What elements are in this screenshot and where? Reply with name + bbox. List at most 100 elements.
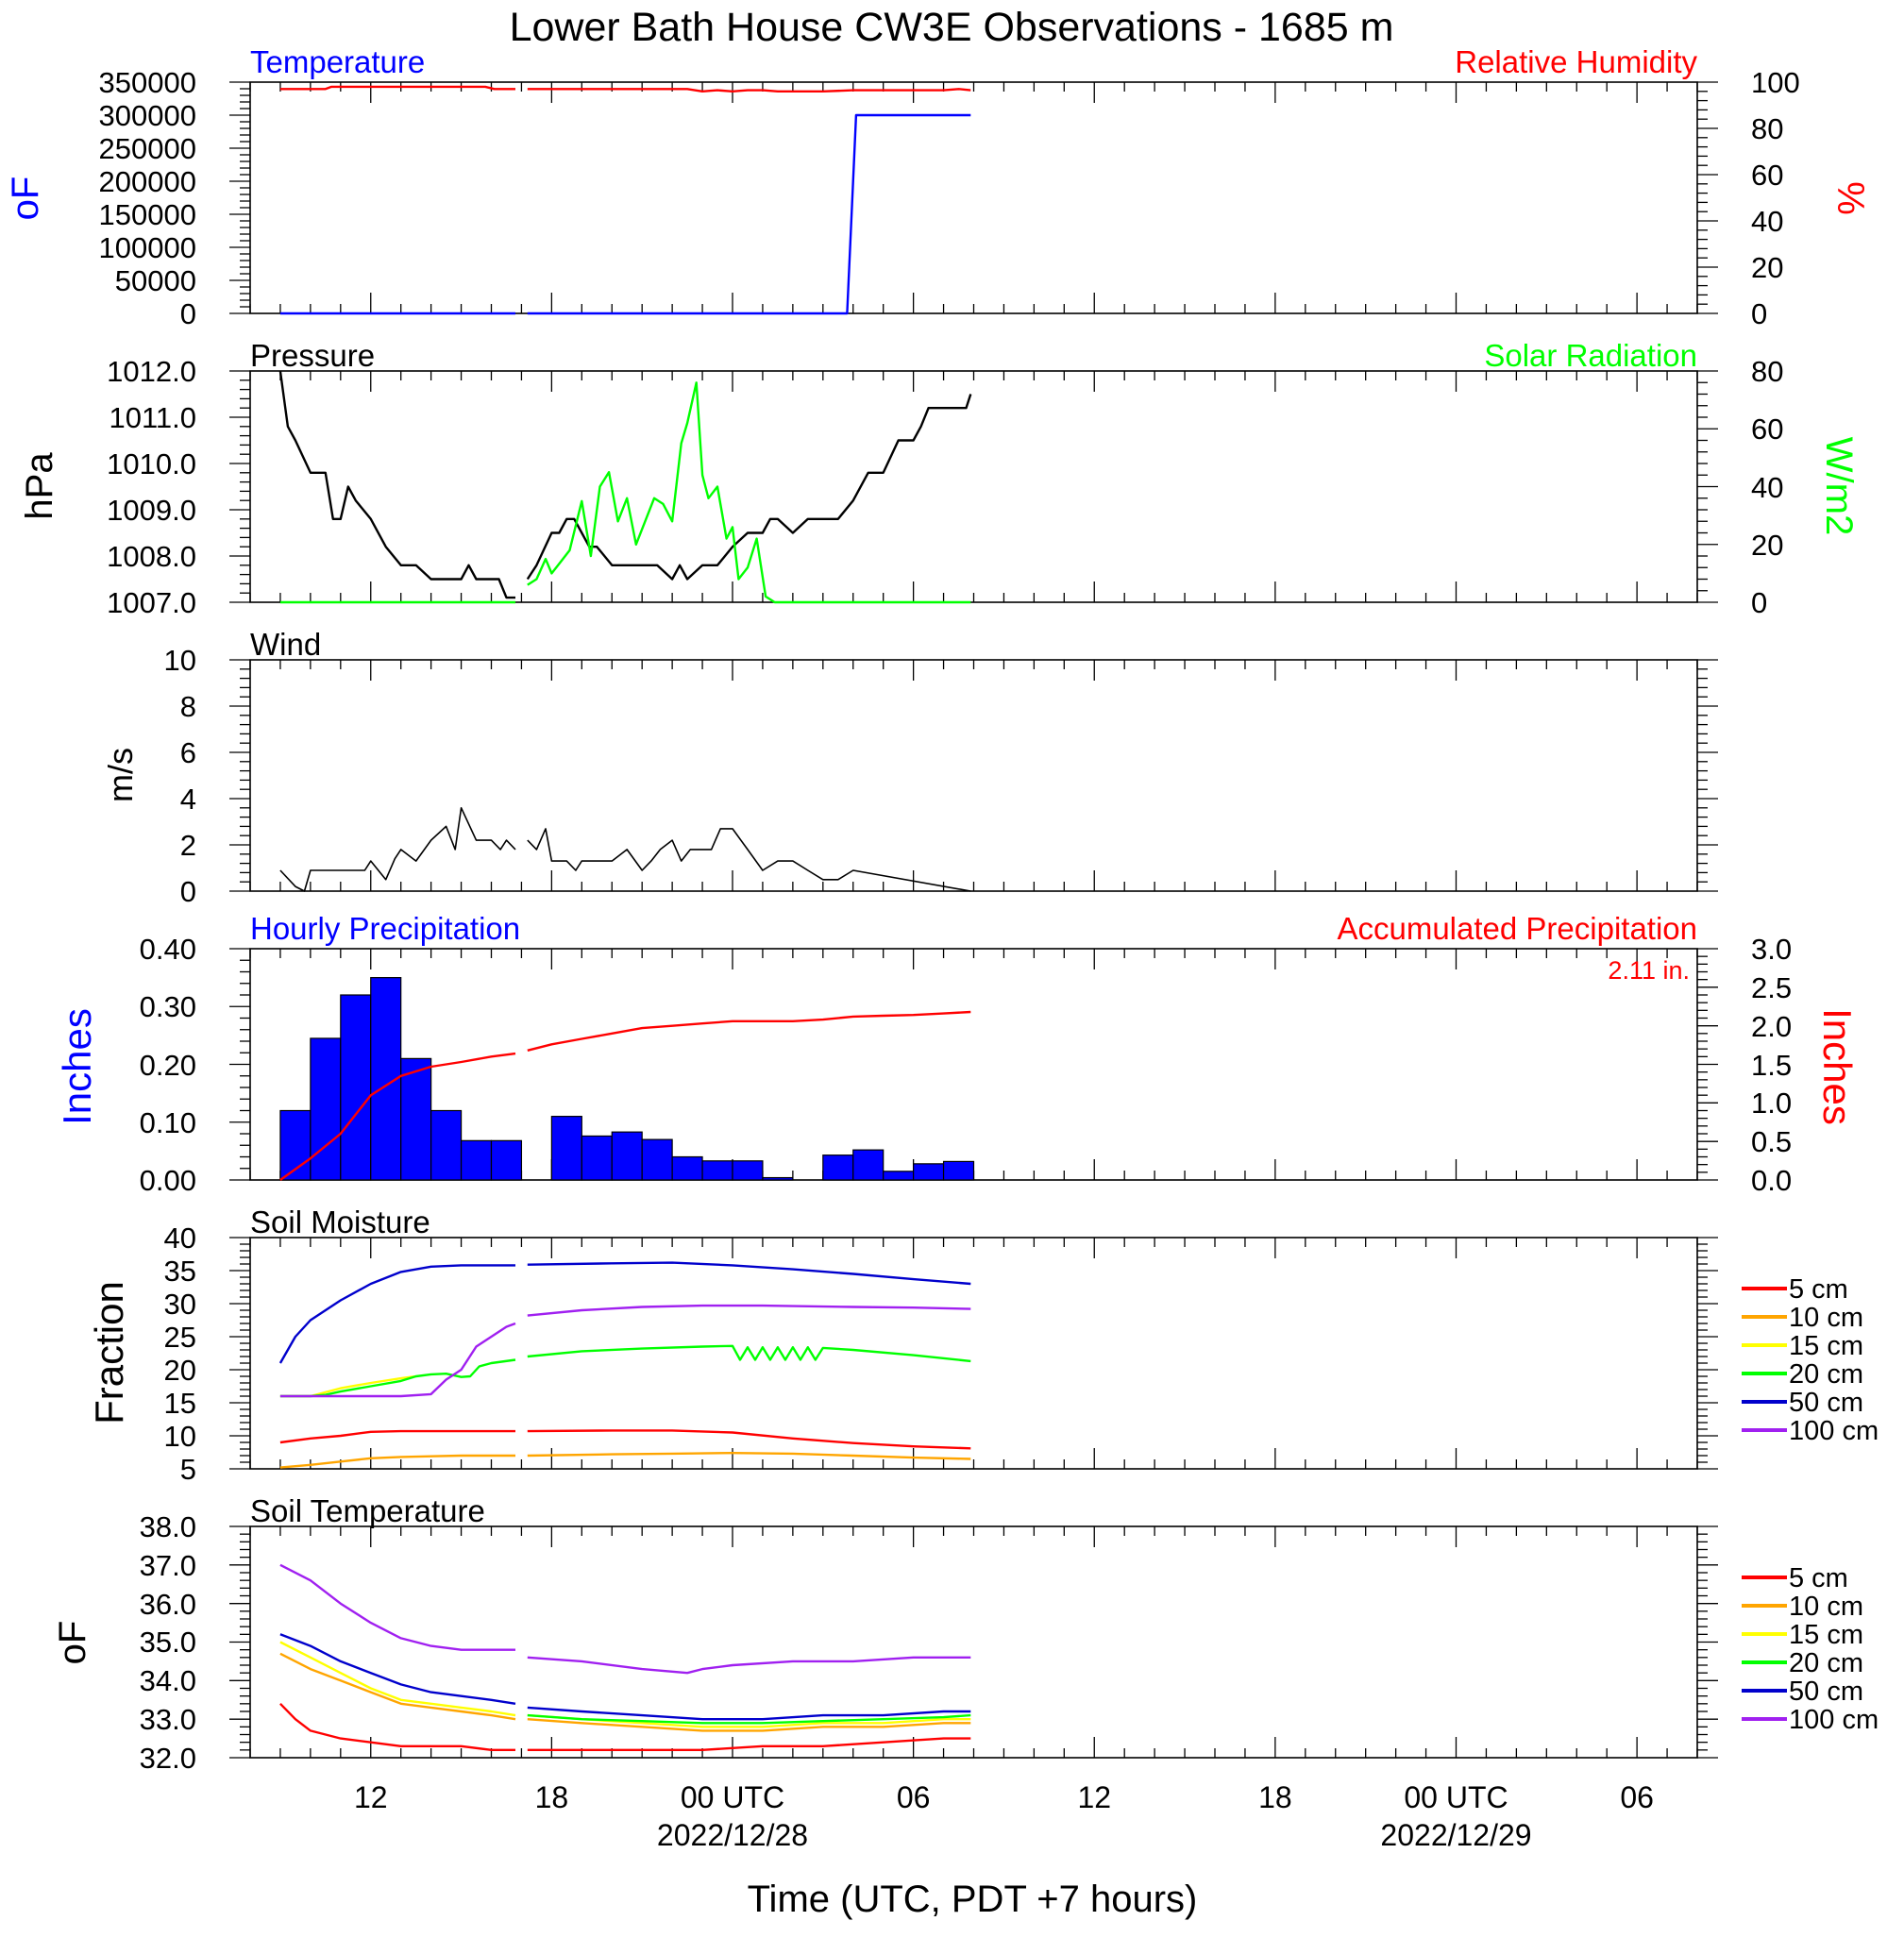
wind-label: Wind (250, 627, 321, 662)
wind-tick-label: 6 (180, 736, 196, 769)
soil-moisture-tick-label: 25 (164, 1321, 196, 1354)
hourly-precip-bar (852, 1149, 885, 1181)
hourly-precip-bar (942, 1160, 975, 1181)
chart-series-layer (278, 370, 972, 604)
wind-tick-label: 10 (164, 644, 196, 677)
x-axis-tick-labels: 12 18 00 UTC 2022/12/28 06 12 18 00 UTC 2022/12/… (354, 1780, 1654, 1852)
hourly-precip-bar (550, 1116, 582, 1181)
accum-tick-label: 1.5 (1751, 1049, 1792, 1082)
temp-tick-label: 200000 (99, 165, 196, 198)
soil-moisture-tick-label: 40 (164, 1222, 196, 1255)
soil-temp-tick-label: 34.0 (140, 1664, 196, 1697)
rh-unit-label: % (1829, 181, 1871, 215)
hourly-precip-bar (460, 1139, 493, 1181)
series-line-15-cm (279, 1374, 416, 1398)
rh-tick-label: 80 (1751, 112, 1783, 145)
temp-tick-label: 350000 (99, 66, 196, 99)
precip-right-unit-label: Inches (1815, 1008, 1860, 1125)
chart-series-layer (279, 977, 975, 1181)
hourly-precip-bar (762, 1176, 794, 1181)
rh-tick-label: 100 (1751, 66, 1800, 99)
series-line-100-cm (279, 1563, 971, 1675)
accum-tick-label: 2.5 (1751, 971, 1792, 1004)
tick-marks (229, 370, 1718, 603)
hourly-precip-bar (611, 1131, 643, 1181)
wind-unit-label: m/s (101, 748, 140, 802)
rh-tick-label: 20 (1751, 251, 1783, 284)
legend-entry: 15 cm (1789, 1331, 1863, 1361)
soil-moisture-legend: 5 cm 10 cm 15 cm 20 cm 50 cm 100 cm (1742, 1274, 1879, 1446)
temp-tick-label: 300000 (99, 99, 196, 132)
tick-marks (229, 81, 1718, 314)
series-line-accumulated-precipitation (279, 1010, 971, 1181)
solar-tick-label: 20 (1751, 529, 1783, 562)
soil-moisture-tick-label: 20 (164, 1354, 196, 1387)
soil-moisture-tick-label: 15 (164, 1387, 196, 1420)
x-tick-label: 06 (897, 1780, 931, 1814)
accum-tick-label: 0.0 (1751, 1164, 1792, 1197)
x-tick-label: 12 (1077, 1780, 1111, 1814)
x-date-label: 2022/12/28 (657, 1818, 808, 1852)
wind-tick-label: 4 (180, 783, 196, 816)
soil-temp-tick-label: 37.0 (140, 1549, 196, 1582)
tick-marks (229, 659, 1718, 892)
precip-left-unit-label: Inches (55, 1008, 99, 1125)
panel-wind: Wind 10 8 6 4 2 0 m/s (101, 627, 1718, 908)
series-line-100-cm (279, 1304, 971, 1398)
soil-temp-tick-labels: 38.0 37.0 36.0 35.0 34.0 33.0 32.0 (140, 1510, 196, 1775)
legend-entry: 20 cm (1789, 1359, 1863, 1390)
hourly-precip-bar (822, 1154, 854, 1181)
soil-moisture-tick-label: 10 (164, 1420, 196, 1453)
tick-marks (229, 1237, 1718, 1470)
panel-soil-temperature: Soil Temperature 38.0 37.0 36.0 35.0 34.… (52, 1493, 1879, 1775)
x-tick-label: 18 (535, 1780, 569, 1814)
soil-moisture-tick-label: 30 (164, 1288, 196, 1321)
x-tick-label: 06 (1620, 1780, 1654, 1814)
pressure-label: Pressure (250, 338, 375, 373)
pressure-tick-label: 1009.0 (107, 494, 196, 527)
temp-unit-label: oF (5, 177, 46, 221)
accum-tick-label: 2.0 (1751, 1010, 1792, 1043)
wind-tick-label: 0 (180, 875, 196, 908)
soil-moisture-tick-labels: 40 35 30 25 20 15 10 5 (164, 1222, 196, 1486)
wind-tick-label: 8 (180, 690, 196, 723)
soil-temp-unit-label: oF (52, 1621, 93, 1665)
legend-entry: 100 cm (1789, 1416, 1879, 1446)
relative-humidity-label: Relative Humidity (1455, 44, 1697, 79)
legend-entry: 100 cm (1789, 1705, 1879, 1735)
hourly-precip-bar (701, 1160, 733, 1181)
panel-temp-rh: Temperature Relative Humidity 350000 300… (5, 44, 1871, 330)
accum-tick-label: 0.5 (1751, 1125, 1792, 1158)
hourly-precip-bar (883, 1171, 915, 1181)
x-axis-title: Time (UTC, PDT +7 hours) (748, 1879, 1198, 1920)
series-line-10-cm (279, 1652, 971, 1732)
series-line-10-cm (279, 1452, 971, 1469)
solar-tick-label: 40 (1751, 471, 1783, 504)
series-line-5-cm (279, 1702, 971, 1751)
precip-tick-label: 0.20 (140, 1049, 196, 1082)
solar-tick-label: 0 (1751, 586, 1767, 619)
precip-left-tick-labels: 0.40 0.30 0.20 0.10 0.00 (140, 933, 196, 1197)
x-tick-label: 12 (354, 1780, 388, 1814)
temp-left-tick-labels: 350000 300000 250000 200000 150000 10000… (99, 66, 196, 330)
x-tick-label: 18 (1258, 1780, 1292, 1814)
panel-pressure-solar: Pressure Solar Radiation 1012.0 1011.0 1… (19, 338, 1860, 619)
solar-unit-label: W/m2 (1818, 437, 1860, 535)
series-line-50-cm (278, 1261, 971, 1364)
panel-soil-moisture: Soil Moisture 40 35 30 25 20 15 10 5 Fra… (87, 1205, 1879, 1486)
precip-tick-label: 0.00 (140, 1164, 196, 1197)
legend-entry: 50 cm (1789, 1388, 1863, 1418)
temperature-label: Temperature (250, 44, 425, 79)
hourly-precip-label: Hourly Precipitation (250, 911, 520, 946)
x-tick-label: 00 UTC (681, 1780, 784, 1814)
rh-right-tick-labels: 100 80 60 40 20 0 (1751, 66, 1800, 330)
soil-temp-tick-label: 38.0 (140, 1510, 196, 1543)
series-line-relative-humidity (279, 85, 971, 93)
hourly-precip-bar (732, 1160, 764, 1181)
temp-tick-label: 150000 (99, 198, 196, 231)
soil-moisture-tick-label: 35 (164, 1255, 196, 1288)
hourly-precip-bar (400, 1057, 432, 1181)
pressure-tick-label: 1010.0 (107, 447, 196, 480)
accum-tick-label: 1.0 (1751, 1087, 1792, 1120)
accum-right-tick-labels: 3.0 2.5 2.0 1.5 1.0 0.5 0.0 (1751, 933, 1792, 1197)
